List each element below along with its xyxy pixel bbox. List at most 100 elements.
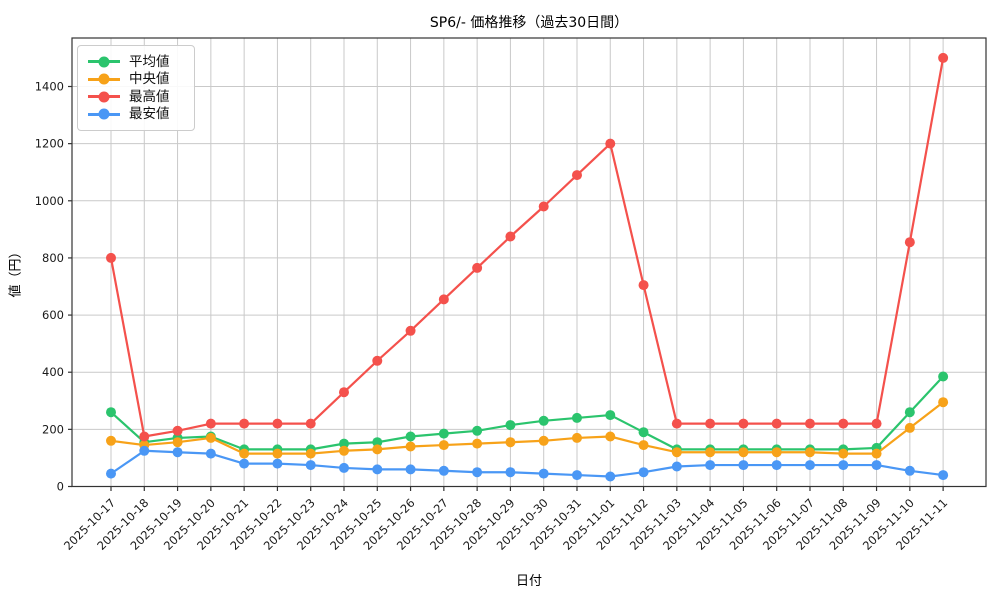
series-line-min [109, 449, 945, 478]
y-axis: 0 200 400 600 800 1000 1200 1400 [35, 80, 72, 494]
data-point-median [605, 431, 616, 442]
data-point-max [372, 355, 383, 366]
data-point-median [571, 432, 582, 443]
data-point-max [172, 425, 183, 436]
data-point-max [139, 431, 150, 442]
data-point-min [305, 460, 316, 471]
data-point-min [638, 467, 649, 478]
data-point-max [272, 418, 283, 429]
y-tick-label: 1200 [35, 137, 64, 151]
x-axis-label: 日付 [515, 574, 542, 589]
series-max [106, 52, 949, 442]
series-line-median [109, 401, 945, 455]
y-tick-label: 800 [42, 251, 64, 265]
data-point-max [938, 52, 949, 63]
data-point-max [106, 252, 116, 263]
data-point-max [338, 387, 349, 398]
data-point-median [804, 447, 815, 458]
data-point-median [205, 432, 216, 443]
series-line-mean [109, 375, 945, 451]
y-tick-label: 1400 [35, 80, 64, 94]
data-point-min [172, 447, 183, 458]
data-point-min [904, 465, 915, 476]
data-point-median [239, 448, 250, 459]
data-point-mean [505, 420, 516, 431]
data-point-min [106, 468, 116, 479]
gridlines [72, 38, 986, 487]
data-point-min [771, 460, 782, 471]
data-point-min [438, 465, 449, 476]
legend-item-mean: 平均値 [88, 53, 182, 71]
data-point-max [438, 294, 449, 305]
series-min [106, 445, 949, 482]
data-point-median [106, 435, 116, 446]
legend: 平均値 中央値 最高値 最安値 [77, 45, 195, 131]
data-point-max [638, 280, 649, 291]
data-point-mean [538, 415, 549, 426]
data-point-median [738, 447, 749, 458]
legend-label-median: 中央値 [129, 71, 170, 88]
data-point-min [838, 460, 849, 471]
y-axis-label: 値（円） [8, 245, 24, 298]
data-point-max [305, 418, 316, 429]
data-point-min [871, 460, 882, 471]
data-point-min [938, 470, 949, 481]
data-point-min [571, 470, 582, 481]
data-point-max [705, 418, 716, 429]
data-point-max [904, 237, 915, 248]
data-point-min [705, 460, 716, 471]
legend-label-mean: 平均値 [129, 53, 170, 70]
data-point-median [172, 437, 183, 448]
data-point-median [405, 441, 416, 452]
data-point-median [505, 437, 516, 448]
y-tick-label: 0 [57, 480, 64, 494]
data-point-max [738, 418, 749, 429]
data-point-mean [405, 431, 416, 442]
data-point-min [505, 467, 516, 478]
series-line-max [109, 56, 945, 438]
data-point-median [838, 448, 849, 459]
chart-title: SP6/- 価格推移（過去30日間） [429, 15, 629, 31]
data-point-median [472, 438, 483, 449]
data-point-median [904, 422, 915, 433]
data-point-max [804, 418, 815, 429]
data-point-median [671, 447, 682, 458]
data-point-max [605, 138, 616, 149]
data-point-max [571, 170, 582, 181]
data-point-mean [638, 427, 649, 438]
y-tick-label: 1000 [35, 194, 64, 208]
data-point-min [738, 460, 749, 471]
y-tick-label: 400 [42, 365, 64, 379]
data-point-median [438, 440, 449, 451]
x-axis: 2025-10-172025-10-182025-10-192025-10-20… [61, 486, 950, 553]
legend-swatch-min [88, 112, 120, 116]
data-point-median [538, 435, 549, 446]
data-point-median [272, 448, 283, 459]
data-point-min [239, 458, 250, 469]
legend-label-max: 最高値 [129, 88, 170, 105]
data-point-mean [904, 407, 915, 418]
data-point-median [338, 445, 349, 456]
data-point-mean [472, 425, 483, 436]
data-point-max [671, 418, 682, 429]
data-point-max [871, 418, 882, 429]
data-point-max [239, 418, 250, 429]
data-point-max [205, 418, 216, 429]
legend-item-min: 最安値 [88, 106, 182, 124]
data-point-mean [605, 410, 616, 421]
legend-item-median: 中央値 [88, 71, 182, 89]
legend-swatch-mean [88, 60, 120, 64]
data-point-min [272, 458, 283, 469]
legend-swatch-median [88, 77, 120, 81]
legend-item-max: 最高値 [88, 88, 182, 106]
y-tick-label: 600 [42, 308, 64, 322]
data-point-max [771, 418, 782, 429]
data-point-min [139, 445, 150, 456]
data-point-median [372, 444, 383, 455]
data-point-median [938, 397, 949, 408]
data-point-min [372, 464, 383, 475]
data-point-median [771, 447, 782, 458]
data-point-median [705, 447, 716, 458]
